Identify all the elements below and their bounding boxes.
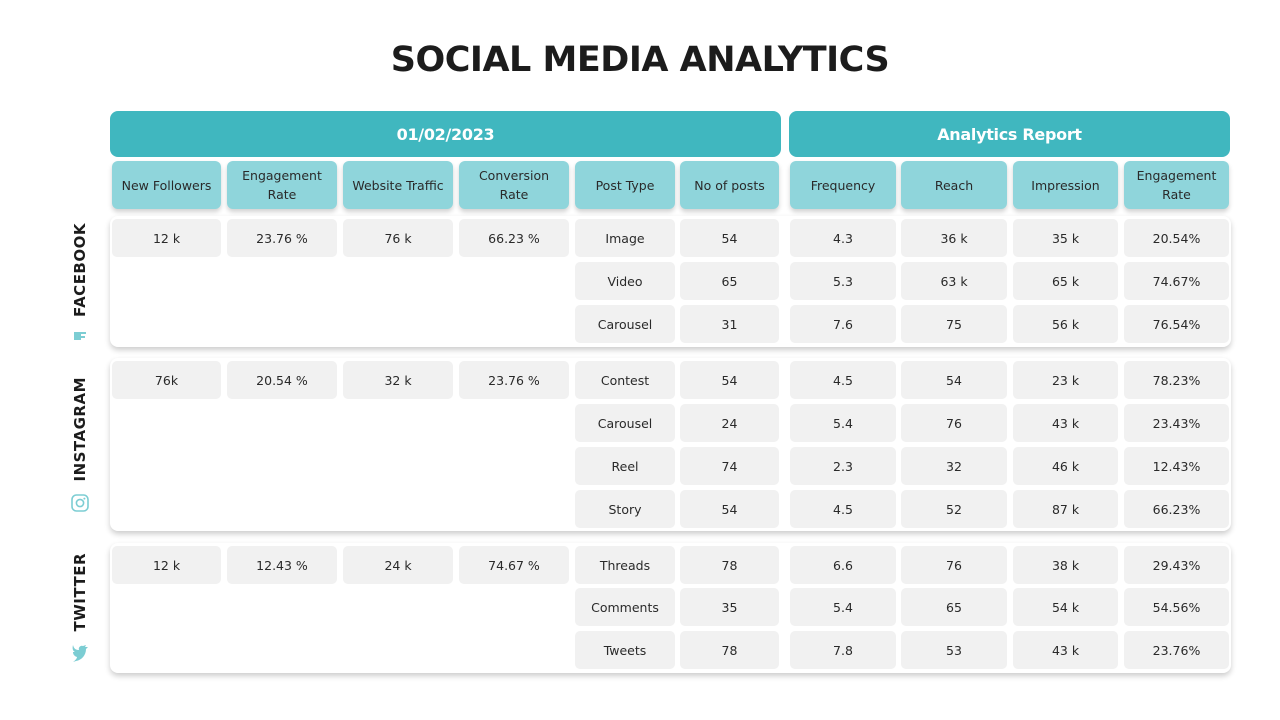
cell: 65 [680,262,779,300]
cell: Carousel [575,305,675,343]
cell: 87 k [1013,490,1118,528]
col-header-engagement-rate: Engagement Rate [227,161,337,209]
cell: Contest [575,361,675,399]
cell: 31 [680,305,779,343]
cell: Comments [575,588,675,626]
cell: 2.3 [790,447,896,485]
cell: 12.43 % [227,546,337,584]
col-header-website-traffic: Website Traffic [343,161,453,209]
date-group-header: 01/02/2023 [110,111,781,157]
cell: 5.3 [790,262,896,300]
cell: Image [575,219,675,257]
cell: 76 k [343,219,453,257]
facebook-icon [73,328,87,341]
cell: 23.76 % [459,361,569,399]
cell: 54 [680,490,779,528]
analytics-report-group-header: Analytics Report [789,111,1230,157]
cell: 78 [680,631,779,669]
col-header-post-type: Post Type [575,161,675,209]
cell: 32 [901,447,1007,485]
cell: 54 k [1013,588,1118,626]
cell: 54 [680,219,779,257]
cell: 74.67% [1124,262,1229,300]
cell: 46 k [1013,447,1118,485]
cell: 56 k [1013,305,1118,343]
cell: Tweets [575,631,675,669]
cell: 78.23% [1124,361,1229,399]
twitter-label: TWITTER [60,543,100,673]
cell: Threads [575,546,675,584]
cell: 65 k [1013,262,1118,300]
col-header-impression: Impression [1013,161,1118,209]
cell: 20.54 % [227,361,337,399]
platform-name: FACEBOOK [71,222,89,317]
cell: 54 [901,361,1007,399]
cell: 78 [680,546,779,584]
platform-name: INSTAGRAM [71,377,89,482]
cell: 4.5 [790,490,896,528]
cell: 4.3 [790,219,896,257]
cell: 5.4 [790,404,896,442]
cell: 74 [680,447,779,485]
col-header-frequency: Frequency [790,161,896,209]
cell: 12 k [112,546,221,584]
cell: 29.43% [1124,546,1229,584]
col-header-reach: Reach [901,161,1007,209]
cell: 76.54% [1124,305,1229,343]
cell: 23.43% [1124,404,1229,442]
twitter-icon [70,643,90,663]
cell: 23.76% [1124,631,1229,669]
cell: 43 k [1013,404,1118,442]
cell: 23.76 % [227,219,337,257]
cell: 32 k [343,361,453,399]
cell: 7.8 [790,631,896,669]
facebook-label: FACEBOOK [60,216,100,347]
col-header-conversion-rate: Conversion Rate [459,161,569,209]
cell: 43 k [1013,631,1118,669]
cell: 65 [901,588,1007,626]
cell: 23 k [1013,361,1118,399]
cell: 66.23 % [459,219,569,257]
cell: 75 [901,305,1007,343]
cell: 4.5 [790,361,896,399]
cell: 66.23% [1124,490,1229,528]
col-header-new-followers: New Followers [112,161,221,209]
cell: Story [575,490,675,528]
cell: 38 k [1013,546,1118,584]
cell: 63 k [901,262,1007,300]
cell: 12.43% [1124,447,1229,485]
cell: 54.56% [1124,588,1229,626]
col-header-no-of-posts: No of posts [680,161,779,209]
cell: 12 k [112,219,221,257]
instagram-icon [71,493,89,512]
cell: 76 [901,546,1007,584]
cell: 24 [680,404,779,442]
cell: 20.54% [1124,219,1229,257]
cell: 74.67 % [459,546,569,584]
platform-name: TWITTER [71,552,89,632]
cell: 5.4 [790,588,896,626]
cell: 76k [112,361,221,399]
cell: 52 [901,490,1007,528]
cell: 76 [901,404,1007,442]
cell: Carousel [575,404,675,442]
cell: Reel [575,447,675,485]
cell: 53 [901,631,1007,669]
cell: 24 k [343,546,453,584]
cell: 54 [680,361,779,399]
cell: 7.6 [790,305,896,343]
instagram-label: INSTAGRAM [60,358,100,531]
cell: 35 k [1013,219,1118,257]
cell: 6.6 [790,546,896,584]
page-title: SOCIAL MEDIA ANALYTICS [390,40,890,80]
cell: Video [575,262,675,300]
cell: 36 k [901,219,1007,257]
cell: 35 [680,588,779,626]
col-header-engagement-rate-report: Engagement Rate [1124,161,1229,209]
